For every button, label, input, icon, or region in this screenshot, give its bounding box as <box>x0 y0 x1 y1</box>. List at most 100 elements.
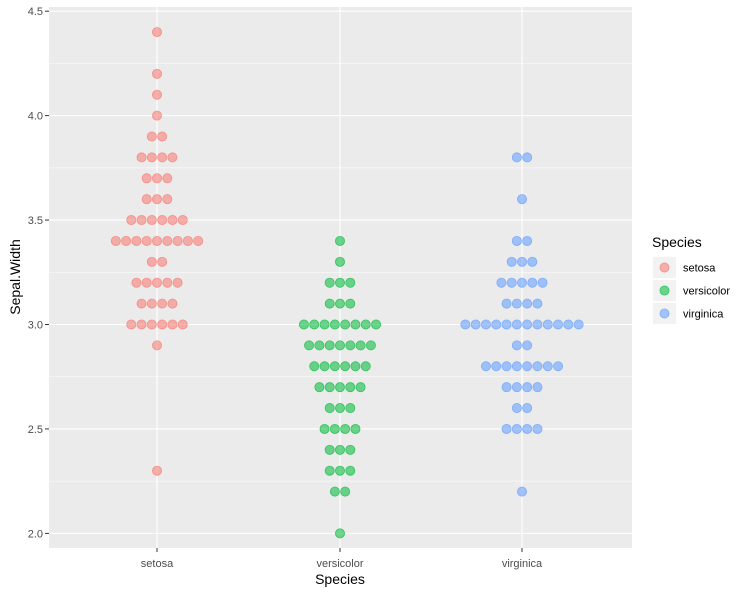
data-point-setosa <box>167 215 178 226</box>
data-point-virginica <box>491 361 502 372</box>
x-tick-label: setosa <box>141 558 174 570</box>
x-axis-title: Species <box>315 571 365 587</box>
data-point-virginica <box>501 361 512 372</box>
data-point-virginica <box>501 382 512 393</box>
data-point-versicolor <box>334 277 345 288</box>
data-point-virginica <box>517 486 528 497</box>
data-point-versicolor <box>314 382 325 393</box>
data-point-virginica <box>563 319 574 330</box>
data-point-versicolor <box>345 298 356 309</box>
data-point-setosa <box>157 152 168 163</box>
data-point-versicolor <box>298 319 309 330</box>
data-point-versicolor <box>350 423 361 434</box>
data-point-virginica <box>522 298 533 309</box>
data-point-setosa <box>167 319 178 330</box>
data-point-virginica <box>511 361 522 372</box>
data-point-virginica <box>537 277 548 288</box>
data-point-versicolor <box>345 382 356 393</box>
y-tick-label: 4.5 <box>28 6 43 18</box>
data-point-virginica <box>491 319 502 330</box>
data-point-versicolor <box>324 465 335 476</box>
data-point-versicolor <box>350 319 361 330</box>
data-point-versicolor <box>340 319 351 330</box>
x-tick-label: versicolor <box>316 558 363 570</box>
data-point-versicolor <box>345 277 356 288</box>
data-point-virginica <box>522 423 533 434</box>
x-tick-label: virginica <box>502 558 543 570</box>
data-point-versicolor <box>324 277 335 288</box>
data-point-virginica <box>511 382 522 393</box>
data-dots <box>110 27 584 539</box>
data-point-versicolor <box>340 486 351 497</box>
data-point-setosa <box>182 235 193 246</box>
data-point-setosa <box>151 89 162 100</box>
data-point-setosa <box>146 319 157 330</box>
data-point-versicolor <box>340 423 351 434</box>
data-point-versicolor <box>324 340 335 351</box>
data-point-setosa <box>141 194 152 205</box>
data-point-versicolor <box>324 298 335 309</box>
data-point-setosa <box>146 298 157 309</box>
data-point-setosa <box>151 173 162 184</box>
legend-key-virginica <box>659 308 670 319</box>
data-point-versicolor <box>345 340 356 351</box>
data-point-virginica <box>501 423 512 434</box>
data-point-setosa <box>141 173 152 184</box>
legend-key-versicolor <box>659 285 670 296</box>
data-point-setosa <box>151 340 162 351</box>
data-point-versicolor <box>319 361 330 372</box>
data-point-setosa <box>151 68 162 79</box>
y-axis-title: Sepal.Width <box>7 239 23 314</box>
data-point-virginica <box>522 319 533 330</box>
data-point-setosa <box>136 319 147 330</box>
data-point-virginica <box>517 277 528 288</box>
data-point-setosa <box>146 256 157 267</box>
data-point-setosa <box>141 235 152 246</box>
data-point-virginica <box>542 361 553 372</box>
data-point-virginica <box>506 277 517 288</box>
data-point-virginica <box>532 319 543 330</box>
data-point-setosa <box>131 235 142 246</box>
data-point-virginica <box>480 319 491 330</box>
data-point-versicolor <box>324 444 335 455</box>
data-point-setosa <box>146 215 157 226</box>
data-point-versicolor <box>360 319 371 330</box>
data-point-setosa <box>157 256 168 267</box>
data-point-setosa <box>157 215 168 226</box>
data-point-versicolor <box>365 340 376 351</box>
data-point-versicolor <box>360 361 371 372</box>
data-point-virginica <box>511 298 522 309</box>
data-point-setosa <box>131 277 142 288</box>
legend: Species setosa versicolor virginica <box>652 234 730 324</box>
data-point-virginica <box>573 319 584 330</box>
data-point-setosa <box>157 319 168 330</box>
x-axis: setosa versicolor virginica <box>141 548 543 570</box>
data-point-versicolor <box>319 423 330 434</box>
data-point-virginica <box>542 319 553 330</box>
data-point-virginica <box>511 423 522 434</box>
y-tick-label: 2.5 <box>28 424 43 436</box>
data-point-virginica <box>532 423 543 434</box>
data-point-setosa <box>136 152 147 163</box>
y-tick-label: 3.0 <box>28 319 43 331</box>
data-point-setosa <box>141 277 152 288</box>
legend-label-versicolor: versicolor <box>683 286 730 298</box>
data-point-virginica <box>517 256 528 267</box>
data-point-versicolor <box>334 403 345 414</box>
data-point-versicolor <box>350 361 361 372</box>
data-point-virginica <box>511 340 522 351</box>
data-point-virginica <box>511 319 522 330</box>
data-point-setosa <box>157 131 168 142</box>
data-point-versicolor <box>355 382 366 393</box>
data-point-virginica <box>522 235 533 246</box>
data-point-virginica <box>527 256 538 267</box>
data-point-versicolor <box>324 382 335 393</box>
data-point-virginica <box>532 361 543 372</box>
data-point-setosa <box>126 215 137 226</box>
legend-title: Species <box>652 234 702 250</box>
data-point-versicolor <box>334 382 345 393</box>
data-point-setosa <box>136 215 147 226</box>
data-point-setosa <box>151 465 162 476</box>
data-point-setosa <box>151 27 162 38</box>
